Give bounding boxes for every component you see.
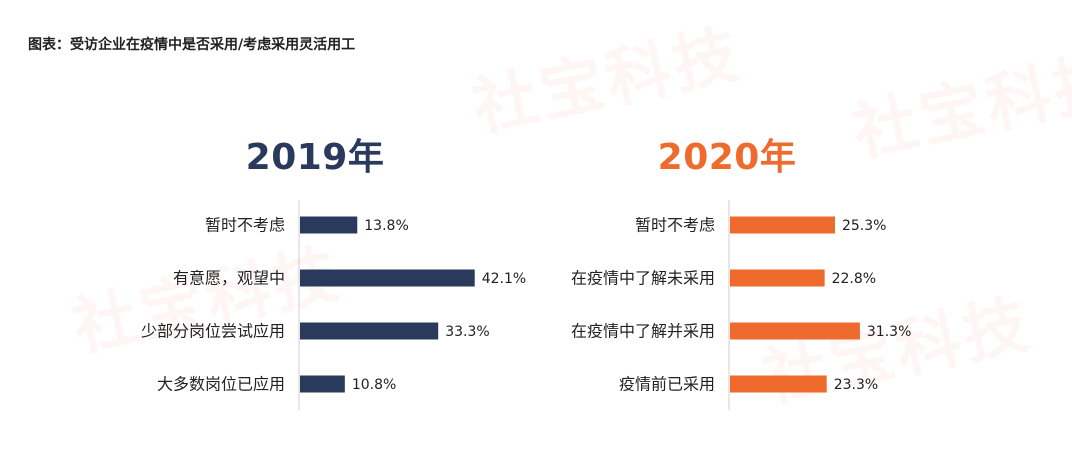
- bar: [300, 216, 358, 234]
- bar: [730, 375, 827, 393]
- data-label: 23.3%: [834, 377, 878, 393]
- data-label: 10.8%: [352, 377, 396, 393]
- figure-caption: 图表：受访企业在疫情中是否采用/考虑采用灵活用工: [28, 37, 356, 53]
- category-label: 在疫情中了解未采用: [571, 269, 715, 288]
- bar: [730, 216, 835, 234]
- data-label: 33.3%: [445, 324, 489, 340]
- category-label: 暂时不考虑: [205, 216, 285, 235]
- bar: [300, 375, 345, 393]
- category-label: 有意愿，观望中: [173, 269, 285, 288]
- chart-title-2019: 2019年: [245, 137, 385, 178]
- bar: [730, 269, 825, 287]
- data-label: 25.3%: [842, 218, 886, 234]
- data-label: 31.3%: [867, 324, 911, 340]
- chart-title-2020: 2020年: [657, 137, 797, 178]
- category-label: 暂时不考虑: [635, 216, 715, 235]
- category-label: 大多数岗位已应用: [157, 375, 285, 394]
- data-label: 13.8%: [364, 218, 408, 234]
- data-label: 22.8%: [832, 271, 876, 287]
- bar: [300, 269, 475, 287]
- data-label: 42.1%: [482, 271, 526, 287]
- category-label: 在疫情中了解并采用: [571, 322, 715, 341]
- bar: [730, 322, 860, 340]
- category-label: 疫情前已采用: [619, 375, 715, 394]
- category-label: 少部分岗位尝试应用: [141, 322, 285, 341]
- bar: [300, 322, 439, 340]
